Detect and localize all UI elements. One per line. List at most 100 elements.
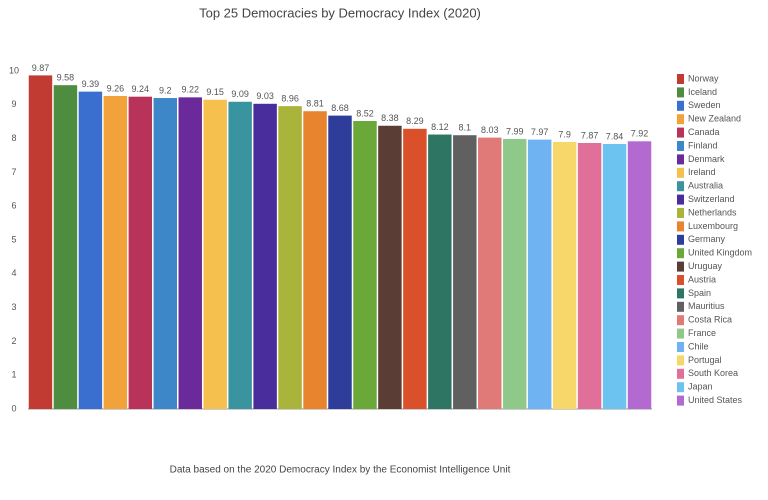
legend-label: Mauritius [688,301,725,311]
value-label: 8.12 [431,122,449,132]
legend-label: France [688,328,716,338]
legend-swatch [677,181,684,192]
value-label: 8.1 [459,123,472,133]
value-label: 9.26 [107,83,125,93]
value-label: 7.97 [531,127,549,137]
bar [478,137,502,409]
value-label: 9.15 [206,87,224,97]
legend-label: New Zealand [688,114,741,124]
bar [303,111,327,410]
value-label: 8.68 [331,103,349,113]
legend-label: Iceland [688,87,717,97]
legend-swatch [677,194,684,205]
legend-label: Canada [688,127,720,137]
legend-label: Chile [688,341,709,351]
legend-swatch [677,141,684,151]
y-tick-label: 4 [11,268,16,278]
bar [128,96,153,410]
value-label: 9.09 [231,89,249,99]
value-label: 9.22 [181,85,199,95]
legend-label: Sweden [688,100,721,110]
bar [28,75,53,410]
legend-label: Costa Rica [688,315,732,325]
legend-swatch [677,395,684,406]
bar [178,97,202,409]
bar [328,115,352,409]
legend-swatch [677,127,684,138]
value-label: 9.87 [32,63,50,73]
legend-swatch [677,261,684,272]
y-tick-label: 2 [11,336,16,346]
bar [403,128,427,409]
legend-swatch [677,100,684,111]
chart-title: Top 25 Democracies by Democracy Index (2… [199,5,481,20]
legend-swatch [677,315,684,326]
legend-swatch [677,382,684,393]
value-label: 9.39 [82,79,100,89]
legend-label: Japan [688,382,713,392]
y-tick-label: 5 [11,234,16,244]
legend-swatch [677,154,684,165]
value-label: 7.92 [631,129,649,139]
bar [428,134,452,409]
legend-swatch [677,74,684,84]
bar [353,121,377,410]
legend-label: Spain [688,288,711,298]
legend-swatch [677,234,684,245]
legend-label: Finland [688,140,718,150]
legend-swatch [677,221,684,232]
legend-swatch [677,87,684,98]
value-label: 8.52 [356,108,374,118]
legend-swatch [677,288,684,299]
value-label: 9.2 [159,85,172,95]
y-tick-label: 0 [11,403,16,413]
legend-swatch [677,248,684,259]
legend-label: Switzerland [688,194,735,204]
legend-label: Australia [688,181,723,191]
bar [577,142,602,409]
value-label: 7.84 [606,131,624,141]
bar [103,96,128,410]
y-tick-label: 8 [11,133,16,143]
bar [53,85,78,410]
legend-label: Ireland [688,167,716,177]
legend-label: Luxembourg [688,221,738,231]
y-tick-label: 7 [11,167,16,177]
legend-label: United States [688,395,743,405]
bar [378,125,402,410]
bar [453,135,477,409]
bar [203,99,227,409]
value-label: 7.9 [558,129,571,139]
legend-label: Denmark [688,154,725,164]
legend-swatch [677,355,684,366]
legend-label: Uruguay [688,261,723,271]
bar [78,91,103,410]
legend-swatch [677,167,684,178]
y-tick-label: 6 [11,201,16,211]
bar [527,139,552,409]
bar [253,103,277,409]
legend-swatch [677,328,684,339]
legend-swatch [677,342,684,352]
bar [502,138,527,410]
legend-label: United Kingdom [688,248,752,258]
legend-label: Portugal [688,355,722,365]
bar [627,141,652,409]
value-label: 8.38 [381,113,399,123]
value-label: 8.81 [306,99,324,109]
legend-swatch [677,275,684,285]
legend-label: Germany [688,234,726,244]
value-label: 9.58 [57,73,75,83]
bar [552,141,577,410]
bar [602,144,627,409]
y-tick-label: 1 [11,370,16,380]
value-label: 8.29 [406,116,424,126]
value-label: 7.99 [506,126,524,136]
value-label: 8.96 [281,94,299,104]
bar [228,101,252,410]
legend-label: Norway [688,73,719,83]
value-label: 9.24 [132,84,150,94]
bar [153,98,178,409]
y-tick-label: 3 [11,302,16,312]
